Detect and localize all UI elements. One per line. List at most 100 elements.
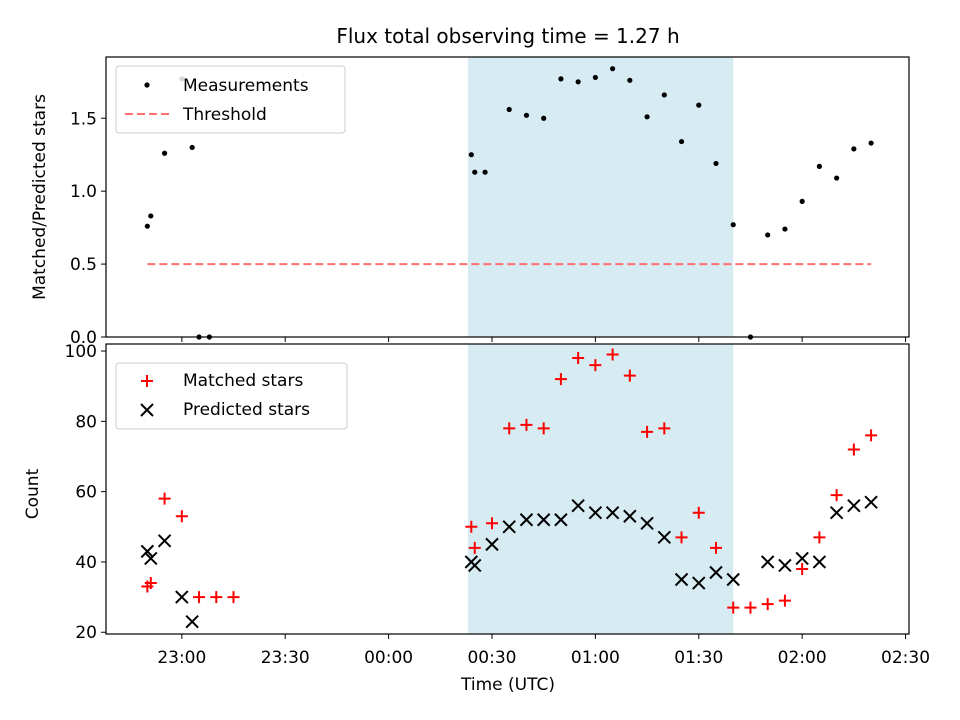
matched-star-point <box>227 591 240 604</box>
y-tick-label: 0.5 <box>70 255 97 275</box>
legend-matched-marker <box>141 375 153 387</box>
matched-star-point <box>175 510 188 523</box>
measurement-point <box>627 77 633 83</box>
matched-star-point <box>465 520 478 533</box>
measurement-point <box>144 223 150 229</box>
y-tick-label: 40 <box>75 553 97 573</box>
predicted-star-point <box>588 506 603 520</box>
measurement-point <box>834 175 840 181</box>
matched-star-point <box>158 492 171 505</box>
matched-star-point <box>623 369 636 382</box>
top-panel: 0.0 0.5 1.0 1.5 Matched/Predicted stars Mea… <box>30 56 910 348</box>
matched-star-point <box>830 489 843 502</box>
predicted-star-point <box>812 555 827 569</box>
matched-star-point <box>761 598 774 611</box>
predicted-star-point <box>778 558 792 573</box>
legend-measurements-label: Measurements <box>183 76 309 96</box>
matched-star-point <box>520 418 533 431</box>
x-axis-label: Time (UTC) <box>460 675 555 695</box>
legend-measurements-marker <box>144 82 150 88</box>
x-tick-label: 02:00 <box>778 648 827 668</box>
y-tick-label: 60 <box>75 483 97 503</box>
matched-star-point <box>503 422 516 435</box>
predicted-star-point <box>185 614 199 629</box>
matched-star-point <box>796 562 809 575</box>
top-y-label: Matched/Predicted stars <box>30 94 50 300</box>
predicted-star-point <box>760 555 775 569</box>
predicted-star-point <box>709 565 723 580</box>
y-tick-label: 80 <box>75 412 97 432</box>
predicted-star-point <box>605 506 620 520</box>
matched-star-point <box>554 373 567 386</box>
top-y-ticks: 0.0 0.5 1.0 1.5 <box>70 109 106 348</box>
predicted-star-point <box>674 572 689 587</box>
bottom-legend-box <box>115 362 348 430</box>
measurement-point <box>468 152 474 158</box>
matched-star-point <box>537 422 550 435</box>
x-tick-label: 23:00 <box>157 648 206 668</box>
bottom-legend: Matched stars Predicted stars <box>115 362 348 430</box>
matched-star-point <box>675 531 688 544</box>
measurement-point <box>558 76 564 82</box>
matched-star-point <box>606 348 619 361</box>
bottom-y-label: Count <box>23 468 43 519</box>
predicted-star-point <box>140 544 155 559</box>
y-tick-label: 1.0 <box>70 182 97 202</box>
measurement-point <box>523 112 530 118</box>
predicted-star-point <box>657 530 672 545</box>
x-tick-label: 00:30 <box>467 648 516 668</box>
predicted-star-point <box>157 534 172 548</box>
measurement-point <box>661 92 667 98</box>
predicted-star-point <box>571 498 585 513</box>
predicted-star-point <box>692 576 706 590</box>
measurement-point <box>799 198 805 204</box>
predicted-star-point <box>468 558 482 573</box>
predicted-star-point <box>144 551 158 566</box>
measurement-point <box>472 169 478 175</box>
top-legend-box <box>115 65 346 134</box>
predicted-star-point <box>726 572 740 587</box>
matched-star-point <box>210 591 223 604</box>
measurement-point <box>148 213 154 219</box>
bottom-axes-frame <box>105 343 910 635</box>
legend-predicted-marker <box>140 403 154 417</box>
predicted-star-point <box>864 495 878 509</box>
measurement-point <box>816 163 822 169</box>
measurement-point <box>610 66 616 72</box>
matched-stars-points <box>141 348 878 614</box>
predicted-stars-points <box>140 495 878 629</box>
measurement-point <box>644 114 650 120</box>
matched-star-point <box>572 352 585 365</box>
matched-star-point <box>468 541 481 554</box>
measurement-point <box>189 144 195 151</box>
top-axes-frame <box>105 56 910 338</box>
matched-star-point <box>813 531 826 544</box>
x-tick-label: 23:30 <box>261 648 310 668</box>
y-tick-label: 20 <box>75 623 97 643</box>
predicted-star-point <box>829 506 844 520</box>
matched-star-point <box>778 594 791 607</box>
legend-matched-label: Matched stars <box>183 371 303 391</box>
y-tick-label: 0.0 <box>70 328 97 348</box>
measurement-point <box>678 138 685 145</box>
bottom-y-ticks: 20 40 60 80 100 <box>65 342 106 643</box>
predicted-star-point <box>623 509 637 523</box>
predicted-star-point <box>502 520 516 534</box>
x-tick-label: 01:30 <box>674 648 723 668</box>
predicted-star-point <box>536 513 551 527</box>
matched-star-point <box>144 577 157 590</box>
measurement-point <box>713 160 719 167</box>
matched-star-point <box>485 517 498 530</box>
bottom-x-ticks: 23:00 23:30 00:00 00:30 01:00 01:30 02:00 02:30 <box>157 634 930 668</box>
y-tick-label: 100 <box>65 342 97 362</box>
matched-star-point <box>865 429 878 442</box>
matched-star-point <box>727 601 740 614</box>
measurement-point <box>765 232 771 238</box>
measurement-point <box>541 115 547 121</box>
measurement-point <box>851 146 857 152</box>
measurement-point <box>161 150 168 156</box>
legend-threshold-label: Threshold <box>182 105 267 125</box>
matched-star-point <box>193 591 206 604</box>
predicted-star-point <box>485 537 499 552</box>
